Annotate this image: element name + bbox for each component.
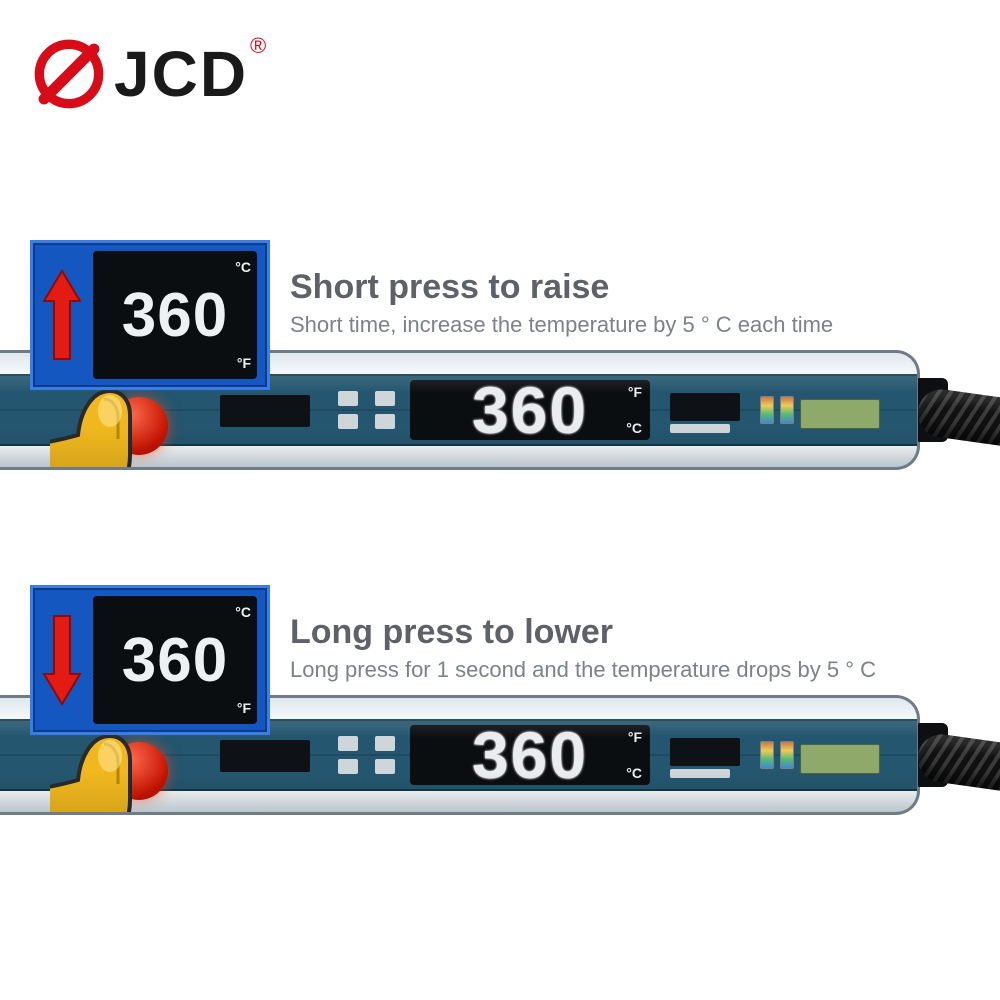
temperature-button-area: [70, 391, 200, 430]
raise-title: Short press to raise: [290, 268, 609, 307]
finger-icon: [50, 385, 160, 470]
resistor-icon: [760, 396, 774, 424]
pad-icon: [375, 759, 395, 774]
callout-lcd-lower: 360 °C °F: [93, 596, 257, 724]
capacitor-icon: [800, 744, 880, 774]
chip-icon: [220, 740, 310, 772]
handle-lcd: 360 °C °F: [410, 380, 650, 441]
cable-braid: [918, 731, 1000, 797]
callout-lcd-value: 360: [122, 625, 228, 696]
pad-icon: [375, 736, 395, 751]
arrow-up-icon: [41, 251, 83, 379]
resistor-icon: [780, 396, 794, 424]
brand-name: JCD: [114, 42, 248, 106]
resistor-icon: [760, 741, 774, 769]
pad-icon: [338, 736, 358, 751]
unit-celsius: °C: [235, 604, 251, 620]
resistor-icon: [780, 741, 794, 769]
unit-fahrenheit: °F: [628, 729, 642, 745]
arrow-down-icon: [41, 596, 83, 724]
callout-raise: 360 °C °F: [30, 240, 270, 390]
unit-celsius: °C: [235, 259, 251, 275]
handle-lcd-value: 360: [472, 377, 588, 443]
temperature-button-area: [70, 736, 200, 775]
handle-lcd: 360 °C °F: [410, 725, 650, 786]
raise-description: Short time, increase the temperature by …: [290, 312, 833, 338]
power-cable: [918, 368, 1000, 452]
finger-icon: [50, 730, 160, 815]
callout-lcd-raise: 360 °C °F: [93, 251, 257, 379]
chip-icon: [670, 738, 740, 766]
pad-icon: [375, 414, 395, 429]
callout-lower: 360 °C °F: [30, 585, 270, 735]
power-cable: [918, 713, 1000, 797]
capacitor-icon: [800, 399, 880, 429]
lower-title: Long press to lower: [290, 613, 613, 652]
callout-lcd-value: 360: [122, 280, 228, 351]
unit-fahrenheit: °F: [628, 384, 642, 400]
cable-braid: [918, 386, 1000, 452]
pad-icon: [670, 769, 730, 779]
unit-fahrenheit: °F: [237, 700, 251, 716]
unit-celsius: °C: [626, 420, 642, 436]
unit-fahrenheit: °F: [237, 355, 251, 371]
unit-celsius: °C: [626, 765, 642, 781]
chip-icon: [670, 393, 740, 421]
pad-icon: [338, 414, 358, 429]
pad-icon: [670, 424, 730, 434]
brand-logo: JCD ®: [30, 35, 270, 113]
trademark-symbol: ®: [250, 33, 266, 59]
handle-lcd-value: 360: [472, 722, 588, 788]
pad-icon: [375, 391, 395, 406]
lower-description: Long press for 1 second and the temperat…: [290, 657, 876, 683]
pad-icon: [338, 759, 358, 774]
pad-icon: [338, 391, 358, 406]
brand-logo-icon: [30, 35, 108, 113]
chip-icon: [220, 395, 310, 427]
